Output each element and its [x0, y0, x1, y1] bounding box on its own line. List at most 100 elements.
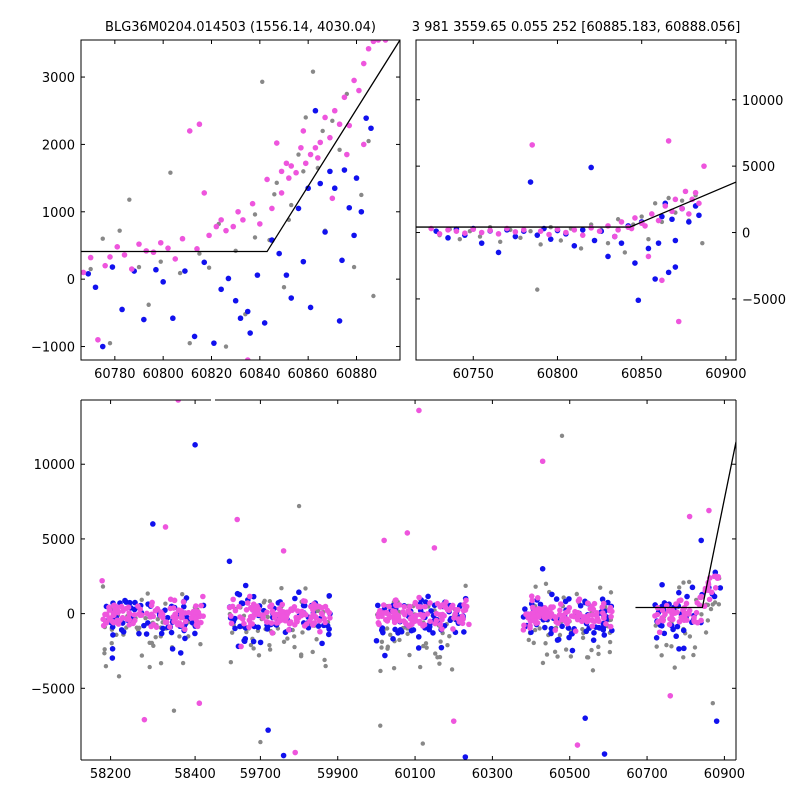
data-point	[185, 609, 192, 616]
data-point	[558, 238, 564, 243]
data-point	[686, 219, 692, 225]
data-point	[601, 632, 608, 638]
data-point	[265, 614, 270, 620]
data-point	[669, 216, 675, 223]
data-point	[281, 285, 287, 290]
data-point	[566, 634, 572, 641]
data-point	[263, 619, 270, 625]
data-point	[439, 602, 446, 608]
data-point	[495, 231, 502, 237]
data-point	[605, 240, 611, 246]
data-point	[223, 227, 229, 234]
data-point	[449, 667, 455, 672]
data-point	[568, 613, 575, 619]
x-tick-label: 60880	[336, 367, 377, 382]
data-point	[310, 649, 315, 655]
axes-frame	[415, 39, 737, 361]
x-tick-label: 60850	[621, 367, 662, 382]
data-point	[141, 716, 148, 723]
data-point	[446, 607, 452, 614]
data-point	[206, 232, 212, 239]
data-point	[211, 340, 217, 346]
x-tick-label: 59700	[240, 767, 281, 782]
data-point	[312, 144, 319, 151]
data-point	[291, 634, 297, 639]
data-point	[521, 622, 527, 629]
data-point	[300, 630, 305, 635]
data-point	[450, 626, 456, 632]
data-point	[698, 593, 705, 600]
data-point	[590, 668, 596, 673]
data-point	[351, 264, 357, 270]
data-point	[563, 229, 569, 236]
data-point	[196, 700, 203, 707]
data-point	[421, 643, 426, 649]
data-point	[382, 40, 389, 43]
data-point	[672, 264, 679, 270]
data-point	[141, 316, 147, 323]
data-point	[294, 608, 301, 614]
data-point	[416, 594, 422, 601]
data-point	[107, 340, 113, 346]
panel-top-right: 60750 60800 60850 60900 −5000 0 5000 10000 3 981…	[412, 20, 786, 382]
data-point	[150, 521, 156, 527]
data-point	[135, 603, 141, 610]
data-point	[229, 630, 235, 635]
data-point	[537, 626, 542, 631]
data-point	[609, 608, 615, 615]
data-point	[296, 503, 302, 509]
data-point	[393, 597, 399, 603]
data-point	[139, 653, 145, 658]
data-point	[99, 577, 105, 584]
data-point	[178, 622, 185, 628]
data-point	[417, 611, 424, 618]
data-point	[580, 635, 586, 641]
data-point	[566, 596, 572, 602]
data-point	[206, 265, 212, 270]
data-point	[363, 115, 369, 121]
data-point	[237, 315, 244, 322]
data-point	[144, 610, 150, 617]
data-point	[542, 624, 548, 631]
data-point	[136, 241, 142, 247]
data-point	[250, 638, 257, 645]
data-point	[359, 192, 364, 198]
data-point	[118, 627, 125, 633]
data-point	[539, 565, 546, 572]
data-point	[397, 637, 402, 643]
data-point	[591, 630, 597, 636]
data-point	[445, 227, 451, 233]
data-point	[582, 715, 588, 721]
data-point	[397, 618, 403, 624]
data-point	[561, 595, 566, 600]
data-point	[226, 604, 233, 611]
data-point	[417, 604, 424, 610]
data-point	[241, 638, 248, 645]
data-point	[462, 754, 469, 760]
data-point	[659, 607, 666, 614]
data-point	[611, 233, 618, 240]
data-point	[600, 627, 607, 633]
data-point	[537, 606, 544, 612]
data-point	[532, 627, 538, 633]
data-point	[605, 223, 611, 229]
data-point	[686, 513, 693, 520]
data-point	[666, 195, 671, 201]
data-point	[179, 235, 186, 242]
data-point	[264, 609, 270, 616]
data-point	[455, 616, 462, 622]
data-point	[283, 160, 290, 167]
data-point	[670, 626, 676, 633]
data-point	[463, 583, 468, 589]
data-point	[565, 608, 571, 615]
x-tick-label: 60780	[94, 367, 135, 382]
data-point	[678, 597, 684, 604]
data-point	[653, 635, 660, 641]
data-point	[390, 636, 396, 642]
data-point	[103, 611, 110, 618]
data-point	[698, 537, 704, 544]
data-point	[172, 611, 179, 617]
data-point	[417, 664, 423, 670]
data-point	[236, 603, 242, 610]
data-point	[555, 654, 560, 659]
